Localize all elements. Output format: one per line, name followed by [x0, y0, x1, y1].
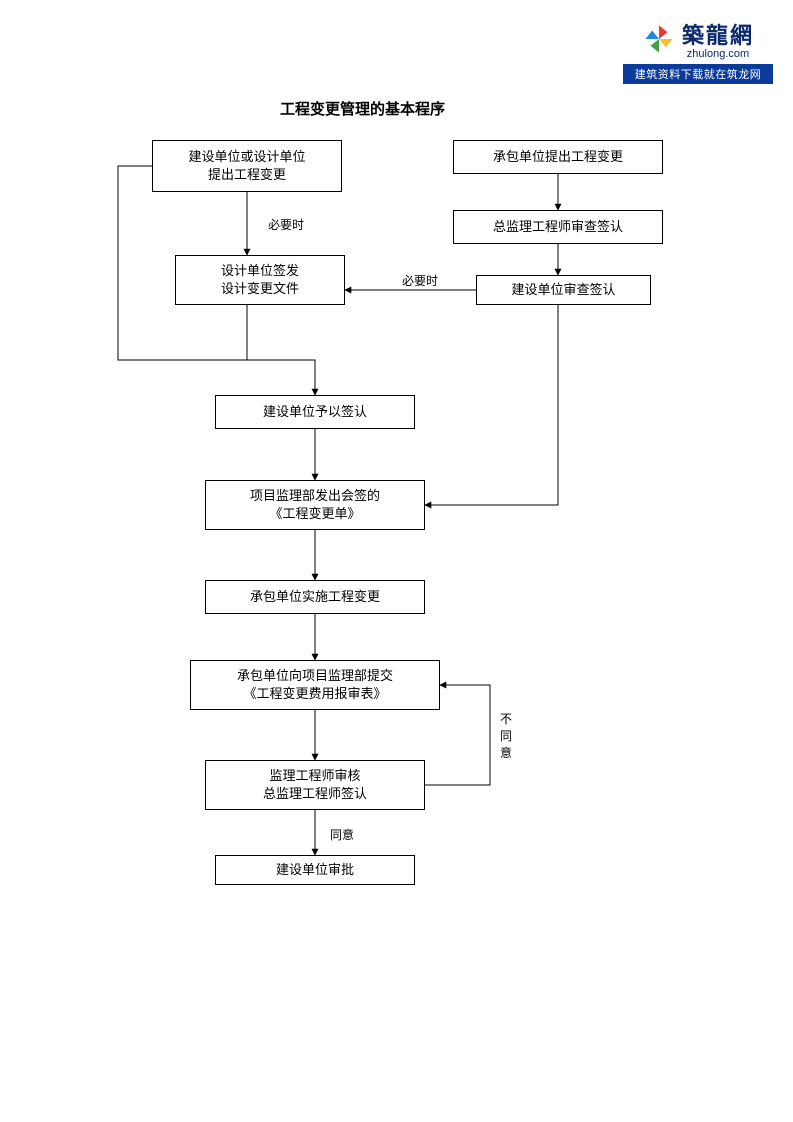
flow-node-n5: 建设单位审查签认	[476, 275, 651, 305]
brand-url: zhulong.com	[682, 48, 754, 60]
edge-label-e_n5_n4: 必要时	[402, 272, 438, 289]
node-line: 监理工程师审核	[269, 767, 360, 785]
flow-node-n1: 建设单位或设计单位提出工程变更	[152, 140, 342, 192]
edge-label-e_n10_n11: 同意	[330, 826, 354, 843]
node-line: 总监理工程师签认	[263, 785, 367, 803]
edge-label-e_loop: 不 同 意	[500, 710, 512, 761]
node-line: 承包单位向项目监理部提交	[237, 667, 393, 685]
node-line: 项目监理部发出会签的	[250, 487, 380, 505]
node-line: 《工程变更单》	[269, 505, 360, 523]
brand-tagline: 建筑资料下载就在筑龙网	[623, 64, 773, 84]
pinwheel-icon	[642, 22, 676, 56]
flow-node-n2: 承包单位提出工程变更	[453, 140, 663, 174]
flow-node-n11: 建设单位审批	[215, 855, 415, 885]
edges-layer	[0, 0, 793, 1122]
node-line: 设计变更文件	[221, 280, 299, 298]
flow-node-n4: 设计单位签发设计变更文件	[175, 255, 345, 305]
brand-logo: 築龍網 zhulong.com 建筑资料下载就在筑龙网	[623, 18, 773, 84]
flow-node-n7: 项目监理部发出会签的《工程变更单》	[205, 480, 425, 530]
page: 築龍網 zhulong.com 建筑资料下载就在筑龙网 工程变更管理的基本程序 …	[0, 0, 793, 1122]
logo-row: 築龍網 zhulong.com	[623, 18, 773, 60]
edge-label-e_n1_n4: 必要时	[268, 216, 304, 233]
flow-node-n6: 建设单位予以签认	[215, 395, 415, 429]
diagram-title: 工程变更管理的基本程序	[280, 98, 445, 119]
node-line: 建设单位或设计单位	[188, 148, 305, 166]
brand-cn: 築龍網	[682, 18, 754, 50]
flow-node-n8: 承包单位实施工程变更	[205, 580, 425, 614]
node-line: 提出工程变更	[208, 166, 286, 184]
node-line: 《工程变更费用报审表》	[243, 685, 386, 703]
node-line: 设计单位签发	[221, 262, 299, 280]
logo-text-col: 築龍網 zhulong.com	[682, 18, 754, 60]
flow-node-n9: 承包单位向项目监理部提交《工程变更费用报审表》	[190, 660, 440, 710]
flow-node-n10: 监理工程师审核总监理工程师签认	[205, 760, 425, 810]
flow-node-n3: 总监理工程师审查签认	[453, 210, 663, 244]
